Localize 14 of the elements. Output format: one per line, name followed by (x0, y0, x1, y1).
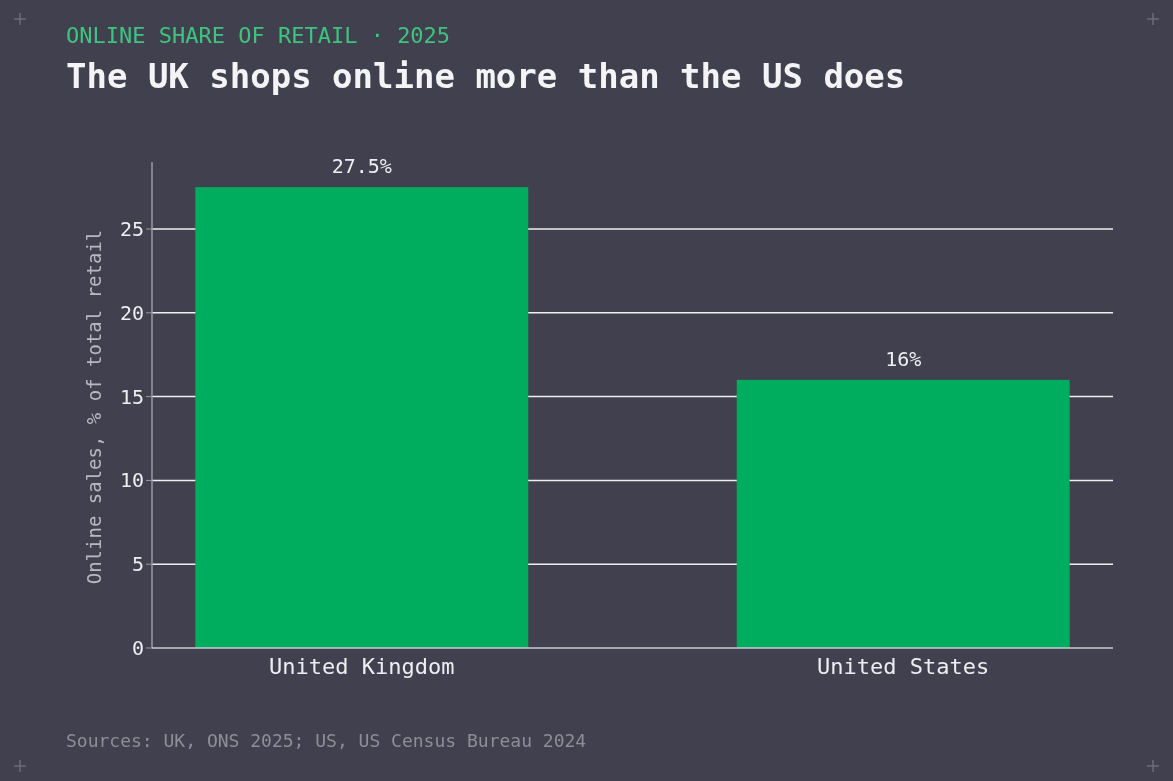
data-label: 16% (885, 346, 922, 371)
data-label: 27.5% (331, 154, 392, 179)
x-tick-label: United Kingdom (269, 654, 455, 679)
y-tick-label: 10 (119, 468, 144, 493)
y-tick-label: 20 (119, 300, 144, 325)
chart-subtitle: ONLINE SHARE OF RETAIL · 2025 (66, 23, 451, 48)
y-tick-label: 25 (119, 217, 144, 242)
y-tick-label: 15 (119, 384, 144, 409)
y-tick-label: 5 (131, 552, 144, 577)
y-axis-title: Online sales, % of total retail (83, 229, 105, 585)
chart-title: The UK shops online more than the US does (66, 56, 906, 96)
y-tick-label: 0 (131, 636, 144, 660)
source-note: Sources: UK, ONS 2025; US, US Census Bureau 2024 (66, 730, 587, 751)
x-tick-label: United States (817, 654, 990, 679)
